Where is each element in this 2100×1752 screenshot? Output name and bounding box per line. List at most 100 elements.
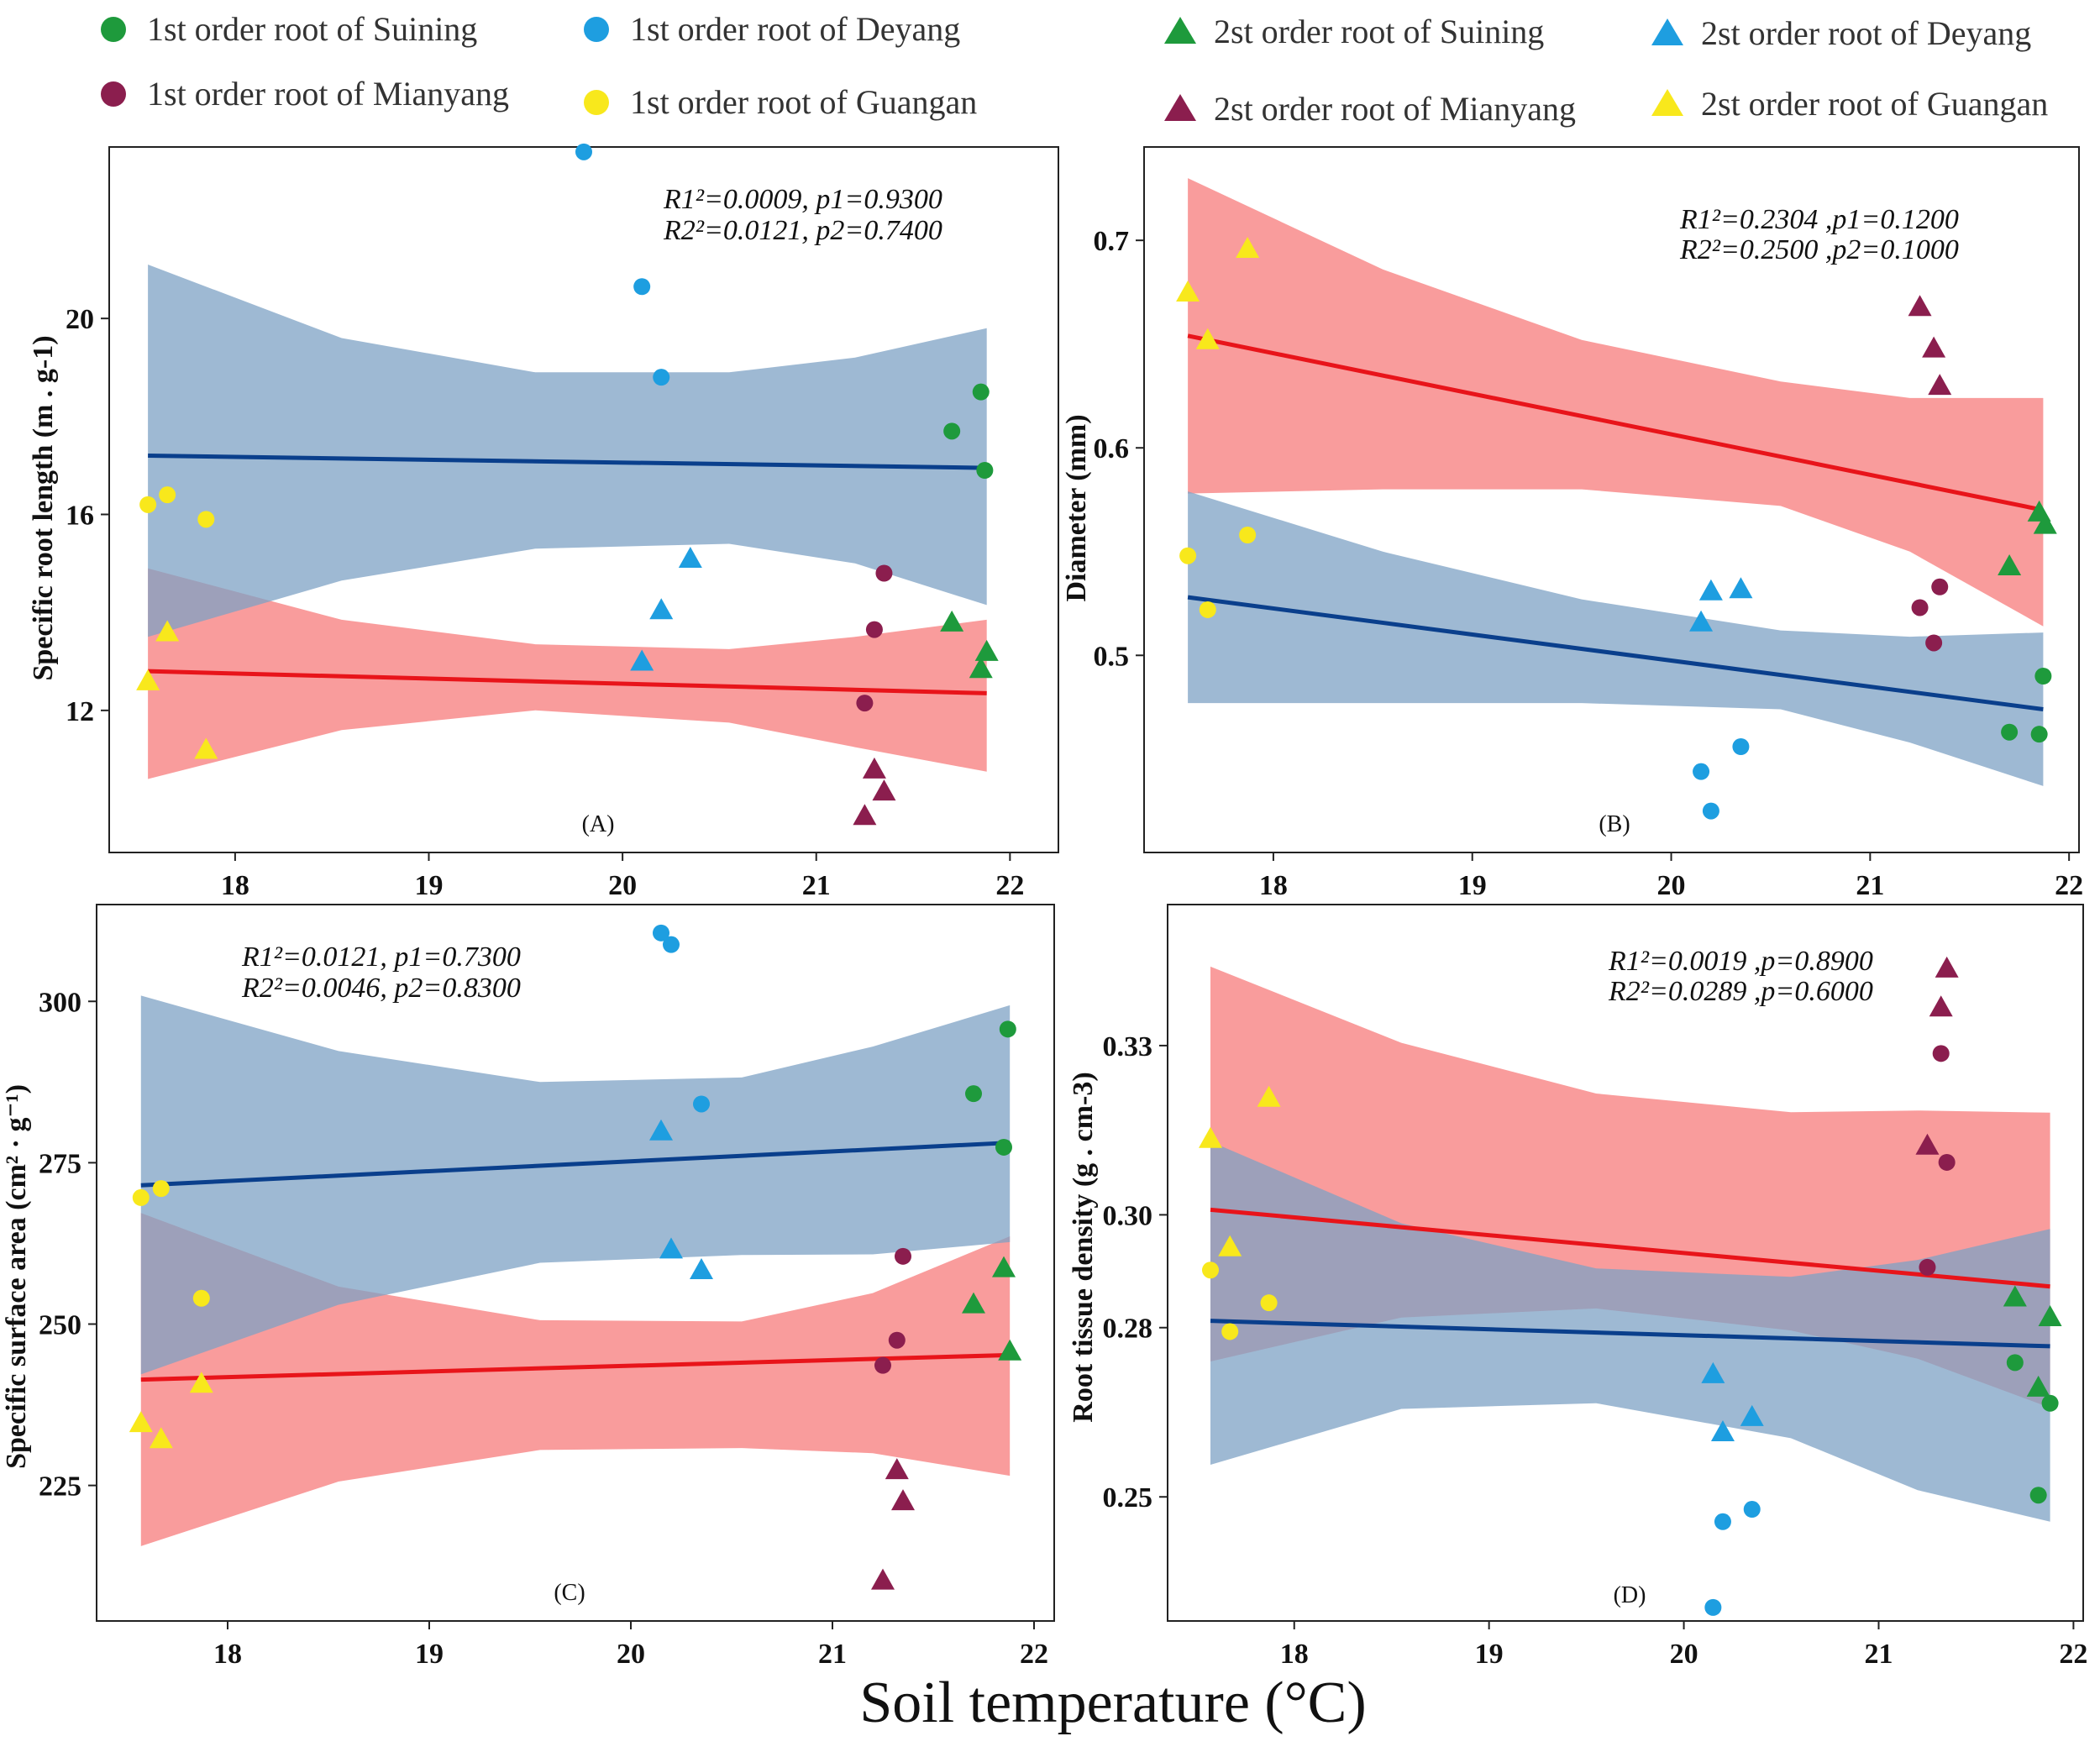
x-tick-label-18-panel-b: 18 bbox=[1259, 870, 1288, 901]
point-1st-order-root-of-suining-1-panel-c bbox=[995, 1138, 1012, 1156]
point-1st-order-root-of-mianyang-1-panel-d bbox=[1932, 1045, 1950, 1062]
legend-marker-2st-order-root-of-guangan bbox=[1651, 89, 1683, 116]
point-1st-order-root-of-guangan-2-panel-c bbox=[192, 1289, 210, 1307]
point-2st-order-root-of-suining-0-panel-d bbox=[2003, 1285, 2027, 1307]
point-2st-order-root-of-guangan-0-panel-b bbox=[1176, 280, 1200, 302]
stat-r1-panel-c: R1²=0.0121, p1=0.7300 bbox=[241, 942, 521, 973]
x-axis-label: Soil temperature (°C) bbox=[859, 1671, 1366, 1735]
x-tick-label-22-panel-c: 22 bbox=[1020, 1639, 1048, 1670]
point-1st-order-root-of-mianyang-1-panel-b bbox=[1925, 634, 1943, 652]
ylabel-panel-b: Diameter (mm) bbox=[1061, 414, 1092, 601]
point-1st-order-root-of-mianyang-1-panel-a bbox=[865, 621, 883, 638]
point-1st-order-root-of-deyang-2-panel-b bbox=[1732, 738, 1750, 755]
ylabel-panel-a: Specific root length (m . g-1) bbox=[28, 335, 59, 680]
legend-label-2st-order-root-of-suining: 2st order root of Suining bbox=[1214, 13, 1544, 50]
y-tick-label-300-panel-c: 300 bbox=[39, 987, 81, 1018]
point-1st-order-root-of-mianyang-1-panel-c bbox=[888, 1331, 906, 1349]
point-2st-order-root-of-guangan-1-panel-c bbox=[149, 1427, 173, 1449]
y-tick-label-275-panel-c: 275 bbox=[39, 1148, 81, 1179]
y-tick-label-20-panel-a: 20 bbox=[66, 304, 94, 335]
point-2st-order-root-of-guangan-2-panel-a bbox=[194, 737, 218, 759]
legend-marker-1st-order-root-of-deyang bbox=[584, 17, 609, 42]
x-tick-label-19-panel-a: 19 bbox=[415, 870, 444, 901]
fit-line-1st-order-panel-a bbox=[148, 454, 987, 470]
plot-area-panel-c: 18 19 20 21 22 225 250 275 300 bbox=[39, 904, 1055, 1670]
legend-marker-2st-order-root-of-mianyang bbox=[1164, 94, 1196, 121]
point-1st-order-root-of-deyang-0-panel-a bbox=[575, 143, 592, 160]
point-2st-order-root-of-mianyang-1-panel-b bbox=[1922, 336, 1946, 358]
point-1st-order-root-of-mianyang-0-panel-b bbox=[1911, 599, 1929, 616]
point-1st-order-root-of-mianyang-0-panel-a bbox=[856, 695, 874, 712]
point-2st-order-root-of-guangan-1-panel-d bbox=[1218, 1235, 1242, 1256]
point-1st-order-root-of-suining-1-panel-a bbox=[972, 383, 990, 401]
point-1st-order-root-of-deyang-1-panel-d bbox=[1714, 1513, 1731, 1530]
legend-label-2st-order-root-of-deyang: 2st order root of Deyang bbox=[1701, 14, 2031, 52]
fit-line-2st-order-panel-c bbox=[140, 1352, 1011, 1382]
stat-r2-panel-d: R2²=0.0289 ,p=0.6000 bbox=[1608, 976, 1873, 1007]
panel-label-a: (A) bbox=[582, 811, 615, 837]
x-tick-label-19-panel-d: 19 bbox=[1475, 1639, 1504, 1670]
x-tick-label-21-panel-a: 21 bbox=[802, 870, 831, 901]
point-2st-order-root-of-mianyang-2-panel-b bbox=[1928, 374, 1952, 396]
point-2st-order-root-of-mianyang-2-panel-d bbox=[1935, 956, 1959, 978]
legend-marker-2st-order-root-of-suining bbox=[1164, 17, 1196, 44]
legend-marker-2st-order-root-of-deyang bbox=[1651, 18, 1683, 45]
point-2st-order-root-of-suining-0-panel-b bbox=[1998, 554, 2022, 576]
point-2st-order-root-of-suining-1-panel-c bbox=[992, 1256, 1016, 1277]
plot-area-panel-d: 18 19 20 21 22 0.25 0.28 0.30 0.33 bbox=[1103, 904, 2087, 1670]
point-1st-order-root-of-suining-0-panel-d bbox=[2006, 1354, 2024, 1372]
point-1st-order-root-of-guangan-1-panel-a bbox=[159, 486, 176, 504]
point-2st-order-root-of-suining-1-panel-d bbox=[2026, 1375, 2050, 1397]
x-tick-label-22-panel-a: 22 bbox=[995, 870, 1024, 901]
stat-r2-panel-c: R2²=0.0046, p2=0.8300 bbox=[241, 973, 521, 1004]
confidence-band-1st-order-panel-c bbox=[140, 995, 1011, 1375]
fit-line-2st-order-panel-b bbox=[1187, 333, 2044, 512]
point-1st-order-root-of-suining-0-panel-c bbox=[965, 1085, 982, 1103]
y-tick-label-225-panel-c: 225 bbox=[39, 1471, 81, 1503]
point-2st-order-root-of-guangan-2-panel-c bbox=[189, 1372, 213, 1393]
point-2st-order-root-of-deyang-2-panel-c bbox=[690, 1257, 713, 1279]
y-tick-label-0-25-panel-d: 0.25 bbox=[1103, 1482, 1153, 1513]
point-2st-order-root-of-mianyang-0-panel-c bbox=[871, 1568, 895, 1590]
legend-label-2st-order-root-of-mianyang: 2st order root of Mianyang bbox=[1214, 90, 1576, 128]
stat-r1-panel-d: R1²=0.0019 ,p=0.8900 bbox=[1608, 946, 1873, 977]
point-1st-order-root-of-mianyang-0-panel-c bbox=[874, 1356, 891, 1374]
stat-r1-panel-b: R1²=0.2304 ,p1=0.1200 bbox=[1679, 204, 1959, 235]
y-tick-label-250-panel-c: 250 bbox=[39, 1310, 81, 1341]
point-2st-order-root-of-deyang-2-panel-b bbox=[1729, 577, 1753, 599]
y-tick-label-0-3-panel-d: 0.30 bbox=[1103, 1200, 1153, 1231]
point-2st-order-root-of-mianyang-0-panel-b bbox=[1908, 295, 1932, 317]
fit-line-1st-order-panel-c bbox=[140, 1141, 1011, 1188]
confidence-band-2st-order-panel-b bbox=[1188, 178, 2044, 627]
y-tick-label-0-5-panel-b: 0.5 bbox=[1094, 641, 1130, 672]
point-1st-order-root-of-deyang-1-panel-c bbox=[663, 936, 680, 953]
point-2st-order-root-of-deyang-1-panel-a bbox=[649, 598, 674, 620]
fit-line-1st-order-panel-d bbox=[1210, 1319, 2050, 1349]
point-1st-order-root-of-deyang-1-panel-a bbox=[633, 278, 651, 296]
point-1st-order-root-of-mianyang-2-panel-d bbox=[1938, 1153, 1956, 1171]
point-1st-order-root-of-suining-2-panel-c bbox=[999, 1020, 1016, 1038]
point-1st-order-root-of-suining-1-panel-b bbox=[2030, 726, 2048, 743]
point-2st-order-root-of-guangan-1-panel-b bbox=[1195, 328, 1220, 349]
panel-label-c: (C) bbox=[554, 1580, 585, 1606]
x-tick-label-18-panel-d: 18 bbox=[1280, 1639, 1309, 1670]
confidence-band-2st-order-panel-a bbox=[148, 568, 987, 779]
plot-area-panel-b: 18 19 20 21 22 0.5 0.6 0.7 bbox=[1094, 146, 2083, 901]
point-2st-order-root-of-suining-2-panel-c bbox=[998, 1339, 1022, 1361]
point-1st-order-root-of-deyang-0-panel-b bbox=[1693, 763, 1710, 780]
x-tick-label-21-panel-b: 21 bbox=[1856, 870, 1884, 901]
legend-label-1st-order-root-of-guangan: 1st order root of Guangan bbox=[630, 83, 977, 121]
x-tick-label-20-panel-c: 20 bbox=[617, 1639, 645, 1670]
legend: 1st order root of Suining 1st order root … bbox=[101, 10, 2048, 128]
point-2st-order-root-of-mianyang-1-panel-d bbox=[1929, 995, 1953, 1017]
point-1st-order-root-of-suining-1-panel-d bbox=[2029, 1487, 2047, 1504]
stat-r2-panel-a: R2²=0.0121, p2=0.7400 bbox=[663, 215, 942, 246]
stat-r1-panel-a: R1²=0.0009, p1=0.9300 bbox=[663, 184, 942, 215]
x-tick-label-19-panel-c: 19 bbox=[415, 1639, 444, 1670]
ylabel-panel-c: Specific surface area (cm² · g⁻¹) bbox=[1, 1084, 32, 1469]
x-tick-label-22-panel-b: 22 bbox=[2055, 870, 2083, 901]
point-2st-order-root-of-mianyang-2-panel-c bbox=[891, 1489, 915, 1511]
point-1st-order-root-of-deyang-2-panel-d bbox=[1743, 1501, 1761, 1519]
point-1st-order-root-of-guangan-0-panel-c bbox=[132, 1188, 150, 1206]
